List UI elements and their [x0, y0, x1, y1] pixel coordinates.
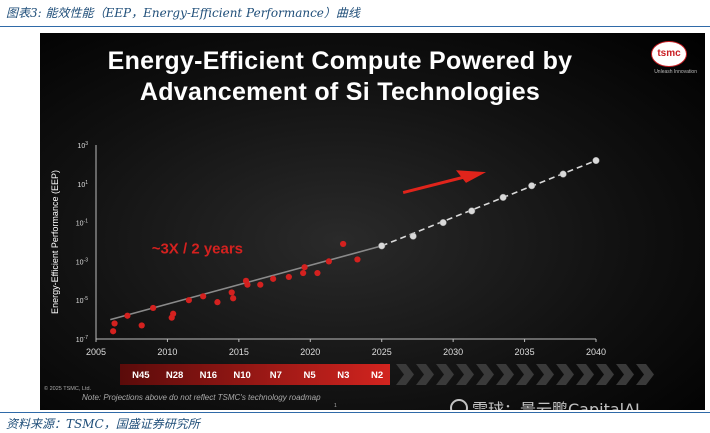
historical-point: [301, 264, 308, 271]
projection-point: [559, 170, 567, 178]
projection-point: [499, 193, 507, 201]
y-tick-label: 10-3: [76, 257, 88, 266]
process-node-label: N10: [233, 370, 250, 381]
historical-point: [185, 297, 192, 304]
projection-point: [439, 219, 447, 227]
page-number: 1: [334, 403, 337, 409]
historical-point: [244, 281, 251, 288]
snowball-icon: [450, 399, 468, 417]
process-node-label: N7: [270, 370, 282, 381]
projection-chevron: [496, 364, 514, 385]
historical-point: [230, 295, 237, 302]
projection-chevron: [456, 364, 474, 385]
y-tick-label: 101: [77, 180, 88, 189]
historical-point: [354, 256, 361, 263]
tsmc-tagline: Unleash Innovation: [654, 69, 697, 75]
caption-rule: [0, 26, 710, 27]
tsmc-logo: tsmc: [651, 41, 687, 67]
projection-chevron: [616, 364, 634, 385]
y-tick-label: 10-7: [76, 335, 88, 344]
y-tick-label: 10-5: [76, 296, 88, 305]
projection-chevron: [576, 364, 594, 385]
historical-point: [214, 299, 221, 306]
source-rule: [0, 412, 710, 413]
x-tick-label: 2005: [86, 347, 106, 357]
projection-chevron: [636, 364, 654, 385]
watermark: 雪球：景云鹏CapitalAI: [450, 396, 640, 420]
projection-point: [378, 242, 386, 250]
projection-chevron: [556, 364, 574, 385]
historical-point: [257, 281, 264, 288]
x-tick-label: 2030: [443, 347, 463, 357]
copyright-text: © 2025 TSMC, Ltd.: [44, 386, 92, 392]
source-note: 资料来源：TSMC，国盛证券研究所: [6, 417, 200, 431]
historical-point: [300, 269, 307, 277]
slide-title-line1: Energy-Efficient Compute Powered by: [107, 47, 573, 75]
projection-chevron: [436, 364, 454, 385]
historical-point: [110, 328, 117, 335]
projection-chevron: [476, 364, 494, 385]
process-node-bar: [120, 364, 390, 385]
historical-point: [325, 258, 332, 265]
historical-point: [170, 310, 177, 317]
trend-arrow-shaft: [402, 175, 465, 194]
projection-point: [409, 232, 417, 240]
process-node-label: N3: [337, 370, 349, 381]
eep-chart: Energy-Efficient Performance (EEP) 103 101…: [50, 141, 654, 385]
projection-chevron: [536, 364, 554, 385]
projection-chevron: [396, 364, 414, 385]
historical-point: [228, 289, 235, 296]
figure-caption: 图表3: 能效性能（EEP，Energy-Efficient Performan…: [6, 6, 360, 20]
projection-point: [592, 156, 600, 165]
slide-background: [40, 33, 705, 410]
y-tick-label: 10-1: [76, 219, 88, 228]
process-node-label: N16: [200, 370, 217, 381]
historical-point: [150, 304, 157, 312]
y-tick-label: 103: [77, 141, 88, 150]
projection-chevron: [596, 364, 614, 385]
process-node-label: N45: [132, 370, 150, 381]
y-axis-label: Energy-Efficient Performance (EEP): [50, 170, 60, 314]
watermark-text: 雪球：景云鹏CapitalAI: [472, 400, 640, 419]
projection-point: [468, 207, 476, 215]
projection-point: [528, 182, 536, 190]
x-tick-label: 2020: [300, 347, 320, 357]
projection-chevron: [416, 364, 434, 385]
historical-point: [200, 293, 207, 300]
x-tick-label: 2035: [515, 347, 535, 357]
historical-point: [340, 240, 347, 248]
growth-annotation: ~3X / 2 years: [152, 241, 243, 258]
trend-arrow-head: [456, 170, 486, 183]
x-tick-label: 2040: [586, 347, 606, 357]
projection-chevron: [516, 364, 534, 385]
slide-title-line2: Advancement of Si Technologies: [139, 78, 541, 106]
x-tick-label: 2010: [157, 347, 177, 357]
historical-point: [111, 320, 118, 327]
x-tick-label: 2015: [229, 347, 249, 357]
historical-point: [124, 312, 131, 319]
historical-point: [314, 269, 321, 277]
process-node-label: N2: [371, 370, 383, 381]
historical-point: [270, 275, 277, 282]
process-node-label: N5: [304, 370, 317, 381]
historical-point: [138, 322, 145, 329]
footnote-text: Note: Projections above do not reflect T…: [82, 393, 321, 402]
x-tick-label: 2025: [372, 347, 392, 357]
slide: Energy-Efficient Compute Powered by Adva…: [40, 33, 705, 410]
historical-point: [285, 273, 292, 281]
process-node-label: N28: [166, 370, 183, 381]
